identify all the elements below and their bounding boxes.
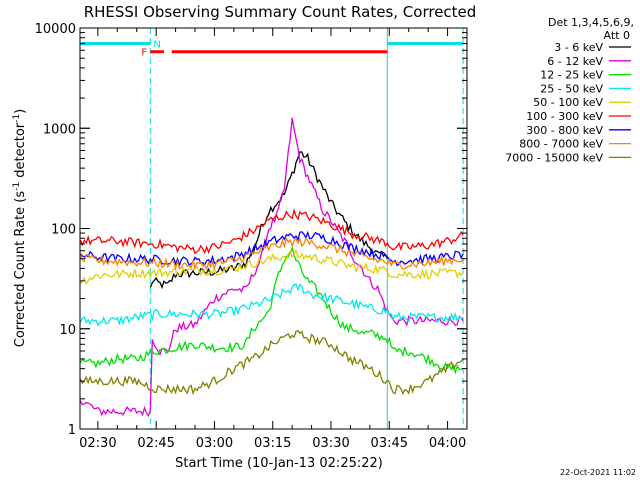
x-tick-label: 03:45 bbox=[371, 436, 408, 451]
legend-label-2: 12 - 25 keV bbox=[540, 69, 603, 82]
x-tick-label: 03:00 bbox=[196, 436, 233, 451]
legend-label-8: 7000 - 15000 keV bbox=[505, 151, 603, 164]
legend-label-4: 50 - 100 keV bbox=[533, 96, 603, 109]
series-line-5 bbox=[80, 207, 464, 255]
y-axis-label-sup-1: -1 bbox=[12, 182, 22, 191]
y-axis: 1 10 100 1000 10000 bbox=[35, 22, 467, 438]
legend-label-3: 25 - 50 keV bbox=[540, 82, 603, 95]
plot-frame bbox=[79, 27, 468, 430]
legend-header-line-1: Det 1,3,4,5,6,9, bbox=[548, 16, 634, 29]
chart-title: RHESSI Observing Summary Count Rates, Co… bbox=[84, 3, 477, 21]
series-line-7 bbox=[80, 236, 464, 271]
flag-layer: NF bbox=[80, 40, 464, 59]
x-tick-label: 03:15 bbox=[254, 436, 291, 451]
x-tick-label: 02:30 bbox=[79, 436, 116, 451]
y-axis-label-end: ) bbox=[13, 109, 28, 114]
x-axis-label: Start Time (10-Jan-13 02:25:22) bbox=[175, 456, 383, 471]
y-tick-label: 10 bbox=[59, 323, 76, 338]
y-tick-label: 100 bbox=[51, 223, 76, 238]
y-axis-label: Corrected Count Rate (s-1 detector-1) bbox=[12, 109, 28, 347]
series-layer bbox=[80, 117, 464, 418]
y-tick-label: 1 bbox=[68, 423, 76, 438]
series-line-3 bbox=[80, 283, 464, 327]
series-line-4 bbox=[80, 249, 464, 285]
series-line-1 bbox=[80, 117, 464, 418]
legend-header-line-2: Att 0 bbox=[604, 29, 630, 42]
series-line-2 bbox=[80, 245, 464, 375]
legend-label-7: 800 - 7000 keV bbox=[519, 138, 603, 151]
x-tick-label: 03:30 bbox=[312, 436, 349, 451]
generation-timestamp: 22-Oct-2021 11:02 bbox=[560, 468, 636, 477]
legend-label-5: 100 - 300 keV bbox=[526, 110, 603, 123]
legend-label-0: 3 - 6 keV bbox=[554, 41, 603, 54]
x-tick-label: 04:00 bbox=[429, 436, 466, 451]
legend-label-1: 6 - 12 keV bbox=[547, 55, 603, 68]
night-flag-label: N bbox=[153, 40, 160, 51]
y-tick-label: 1000 bbox=[43, 122, 76, 137]
y-tick-label: 10000 bbox=[35, 22, 76, 37]
series-line-0 bbox=[149, 151, 388, 290]
series-line-8 bbox=[80, 329, 464, 396]
y-axis-label-sup-2: -1 bbox=[12, 114, 22, 123]
y-axis-label-mid: detector bbox=[13, 122, 28, 182]
series-line-6 bbox=[80, 230, 464, 267]
saa-flag-label: F bbox=[141, 48, 147, 59]
night-period-markers bbox=[80, 28, 464, 429]
legend-label-6: 300 - 800 keV bbox=[526, 124, 603, 137]
y-axis-label-main: Corrected Count Rate (s bbox=[13, 191, 28, 348]
x-axis: 02:30 02:45 03:00 03:15 03:30 03:45 04:00 bbox=[79, 28, 468, 451]
x-tick-label: 02:45 bbox=[137, 436, 174, 451]
